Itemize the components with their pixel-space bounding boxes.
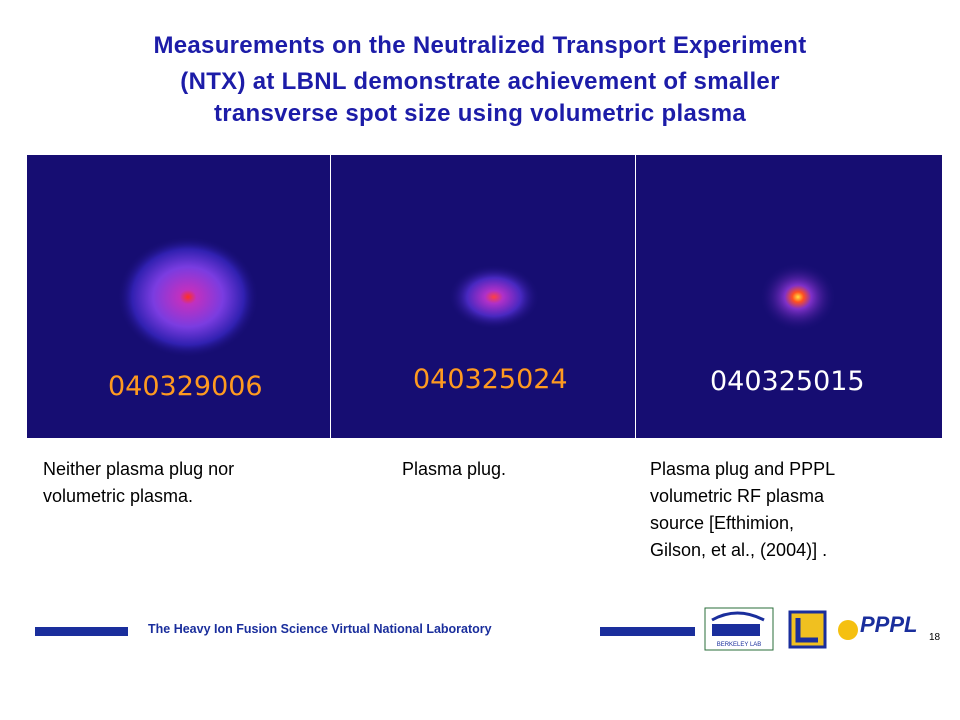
shot-number: 040325015 — [710, 366, 865, 397]
footer-text: The Heavy Ion Fusion Science Virtual Nat… — [148, 622, 492, 636]
beam-spot — [760, 263, 836, 331]
footer-bar — [600, 627, 695, 636]
caption-line: Neither plasma plug nor — [43, 459, 235, 479]
shot-number: 040325024 — [413, 364, 568, 395]
caption-line: source [Efthimion, — [650, 513, 795, 533]
caption: Plasma plug and PPPL volumetric RF plasm… — [650, 456, 835, 564]
caption: Plasma plug. — [402, 456, 506, 483]
caption-line: Plasma plug. — [402, 459, 507, 479]
logo-arc — [711, 611, 765, 622]
title-line: Measurements on the Neutralized Transpor… — [153, 32, 807, 59]
page-number: 18 — [929, 632, 941, 643]
caption-line: volumetric RF plasma — [650, 486, 825, 506]
beam-spot — [449, 265, 539, 329]
logo-text: BERKELEY LAB — [717, 642, 762, 648]
caption-line: Plasma plug and PPPL — [650, 459, 836, 479]
logo-block — [712, 624, 760, 636]
caption: Neither plasma plug nor volumetric plasm… — [43, 456, 234, 510]
caption-line: volumetric plasma. — [43, 486, 194, 506]
title-line: (NTX) at LBNL demonstrate achievement of… — [180, 68, 780, 95]
title-line: transverse spot size using volumetric pl… — [213, 100, 747, 127]
logo-text: PPPL — [860, 612, 917, 637]
logo-mark — [795, 618, 818, 643]
shot-number: 040329006 — [108, 371, 263, 402]
logo-sun — [838, 620, 858, 640]
caption-line: Gilson, et al., (2004)] . — [650, 540, 828, 560]
footer-bar — [35, 627, 128, 636]
beam-spot — [118, 237, 258, 357]
